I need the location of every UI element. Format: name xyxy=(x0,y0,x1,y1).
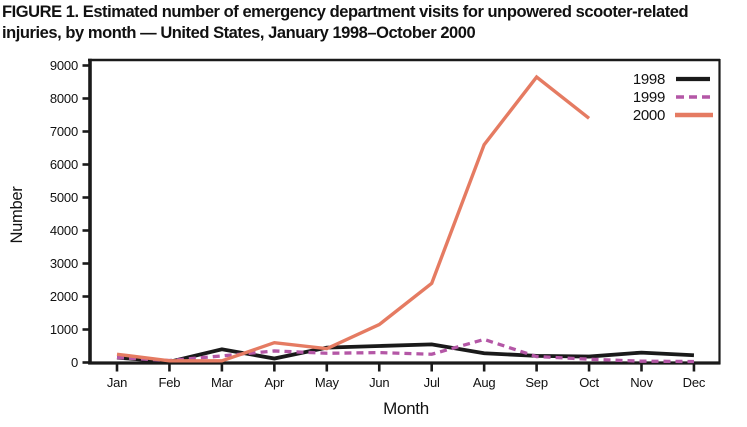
legend-label-1999: 1999 xyxy=(632,88,665,106)
legend-item-1999: 1999 xyxy=(594,88,714,106)
x-tick-label: Oct xyxy=(579,375,599,390)
series-line-1998 xyxy=(116,342,695,364)
y-tick-label: 0 xyxy=(71,355,78,370)
legend-label-2000: 2000 xyxy=(632,106,665,124)
chart-legend: 1998 1999 2000 xyxy=(594,70,714,124)
x-tick-label: Jan xyxy=(107,375,127,390)
y-tick-label: 2000 xyxy=(50,289,78,304)
x-tick-label: Apr xyxy=(265,375,286,390)
series-lines xyxy=(116,74,695,364)
series-line-2000 xyxy=(116,74,591,363)
y-tick-label: 4000 xyxy=(50,223,78,238)
x-axis-title: Month xyxy=(383,399,429,418)
y-axis-tick-labels: 0 1000 2000 3000 4000 5000 6000 7000 8000 9000 xyxy=(50,58,78,370)
y-tick-label: 3000 xyxy=(50,256,78,271)
y-tick-label: 1000 xyxy=(50,322,78,337)
x-tick-label: Feb xyxy=(159,375,181,390)
legend-line-swatch-2000 xyxy=(675,112,713,118)
series-line-1999 xyxy=(116,337,694,364)
x-tick-label: Nov xyxy=(630,375,653,390)
y-tick-label: 8000 xyxy=(50,91,78,106)
legend-item-1998: 1998 xyxy=(594,70,714,88)
y-tick-label: 9000 xyxy=(50,58,78,73)
y-tick-label: 6000 xyxy=(50,157,78,172)
legend-line-swatch-1999 xyxy=(676,95,712,99)
x-tick-label: Jun xyxy=(369,375,389,390)
x-tick-label: May xyxy=(315,375,340,390)
y-axis-ticks xyxy=(82,64,91,364)
legend-item-2000: 2000 xyxy=(594,106,714,124)
x-tick-label: Mar xyxy=(211,375,234,390)
x-axis-tick-labels: Jan Feb Mar Apr May Jun Jul Aug Sep Oct Nov Dec xyxy=(107,375,706,390)
y-axis-title: Number xyxy=(8,186,26,244)
figure-title: FIGURE 1. Estimated number of emergency … xyxy=(2,3,689,42)
x-axis-ticks xyxy=(115,363,696,372)
y-tick-label: 7000 xyxy=(50,124,78,139)
x-tick-label: Dec xyxy=(683,375,706,390)
legend-label-1998: 1998 xyxy=(632,70,665,88)
legend-line-swatch-1998 xyxy=(676,76,710,82)
x-tick-label: Sep xyxy=(525,375,548,390)
x-tick-label: Jul xyxy=(424,375,440,390)
y-tick-label: 5000 xyxy=(50,190,78,205)
x-tick-label: Aug xyxy=(473,375,496,390)
